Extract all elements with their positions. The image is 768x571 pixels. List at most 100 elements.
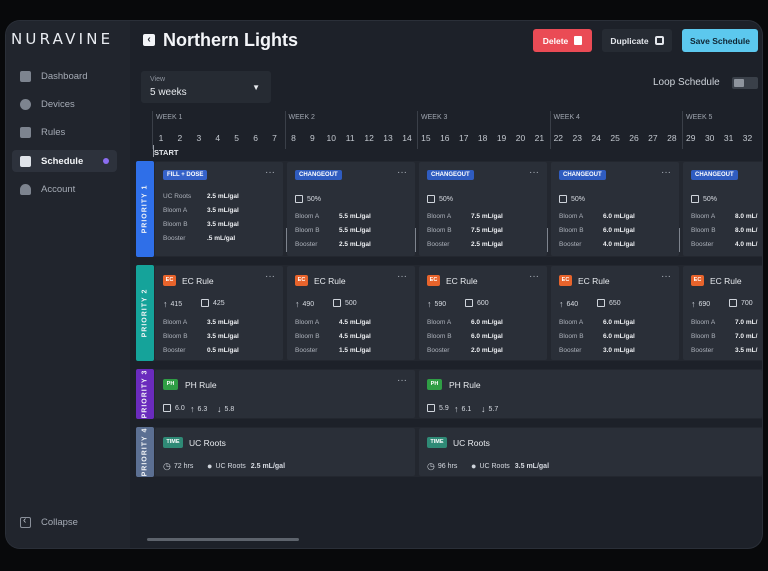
ph-ctr-value: 5.9 — [439, 404, 449, 412]
nutrient-name: Bloom B — [295, 333, 320, 340]
changeout-card[interactable]: CHANGEOUT ··· 50% Bloom A 7.5 mL/gal Bloom B 7… — [419, 162, 548, 256]
arrow-down-icon: ↓ — [217, 404, 222, 414]
more-options-icon[interactable]: ··· — [397, 375, 407, 386]
delete-button[interactable]: Delete — [533, 29, 592, 52]
ec-chip: EC — [427, 275, 440, 286]
brand-logo: NURAVINE — [11, 30, 114, 48]
ec-rule-card[interactable]: EC EC Rule ··· ↑ 640 650 Bloom A 6.0 mL/gal Bloo… — [551, 266, 679, 360]
more-options-icon[interactable]: ··· — [397, 271, 407, 282]
target-icon — [465, 299, 473, 307]
fill-dose-card[interactable]: FILL + DOSE ··· UC Roots 2.5 mL/gal Bloom A 3… — [155, 162, 287, 256]
nutrient-name: Bloom B — [559, 227, 584, 234]
priority-label: PRIORITY 4 — [141, 427, 149, 477]
nutrient-name: Bloom A — [427, 213, 452, 220]
week-divider — [682, 111, 683, 149]
day-number: 28 — [667, 133, 677, 143]
priority-label: PRIORITY 2 — [141, 288, 149, 338]
more-options-icon[interactable]: ··· — [661, 167, 671, 178]
view-select[interactable]: View 5 weeks ▼ — [141, 71, 271, 103]
target-icon — [201, 299, 209, 307]
drop-icon: ● — [207, 461, 213, 471]
ec-rule-card[interactable]: EC EC Rule ··· ↑ 590 600 Bloom A 6.0 mL/gal Bloo… — [419, 266, 547, 360]
week-divider — [417, 111, 418, 149]
day-number: 22 — [553, 133, 564, 143]
percent-value: 50% — [703, 195, 718, 203]
trash-icon — [574, 36, 583, 45]
time-chip: TIME — [427, 437, 447, 448]
nutrient-dose: 8.0 mL/ — [735, 213, 758, 220]
nutrient-name: Bloom B — [691, 333, 716, 340]
horizontal-scrollbar[interactable] — [147, 538, 299, 541]
drain-icon — [691, 195, 699, 203]
sidebar-item-schedule[interactable]: Schedule — [12, 150, 117, 172]
nutrient-dose: 6.0 mL/gal — [603, 319, 635, 326]
rule-name: PH Rule — [185, 380, 217, 390]
drain-icon — [427, 195, 435, 203]
sidebar-item-label: Dashboard — [41, 70, 88, 82]
percent-value: 50% — [571, 195, 586, 203]
ph-down: ↓ 5.7 — [481, 404, 498, 414]
day-number: 18 — [477, 133, 488, 143]
duration-marker — [547, 228, 548, 252]
more-options-icon[interactable]: ··· — [529, 271, 539, 282]
nutrient-name: Booster — [163, 235, 186, 242]
sidebar-item-label: Schedule — [41, 155, 84, 167]
day-number: 29 — [686, 133, 696, 143]
ec-target-value: 500 — [345, 299, 357, 307]
nutrient-name: Bloom B — [163, 333, 188, 340]
nutrient-dose: 4.0 mL/gal — [603, 241, 635, 248]
more-options-icon[interactable]: ··· — [265, 271, 275, 282]
changeout-card[interactable]: CHANGEOUT···50%Bloom A8.0 mL/Bloom B8.0 … — [683, 162, 762, 256]
ph-up: ↑ 6.1 — [454, 404, 471, 414]
toggle-knob — [734, 79, 744, 87]
ec-rule-card[interactable]: EC EC Rule ··· ↑ 415 425 Bloom A 3.5 mL/gal Bloo… — [155, 266, 283, 360]
ec-rule-card[interactable]: EC EC Rule ··· ↑ 490 500 Bloom A 4.5 mL/gal Bloo… — [287, 266, 415, 360]
devices-icon — [20, 98, 31, 110]
clock-icon: ◷ — [427, 461, 435, 471]
nutrient-dose: 6.0 mL/gal — [603, 227, 635, 234]
ph-up-value: 6.1 — [461, 405, 472, 413]
ec-target: 425 — [201, 299, 225, 307]
collapse-button[interactable]: Collapse — [12, 513, 102, 531]
duplicate-button[interactable]: Duplicate — [602, 29, 672, 52]
dose-nutrient: UC Roots — [215, 462, 246, 470]
rule-name: EC Rule — [446, 276, 478, 286]
event-tag: CHANGEOUT — [559, 170, 606, 180]
changeout-card[interactable]: CHANGEOUT ··· 50% Bloom A 6.0 mL/gal Bloom B 6… — [551, 162, 680, 256]
sidebar-item-account[interactable]: Account — [12, 178, 117, 200]
target-icon — [163, 404, 171, 412]
nutrient-dose: 8.0 mL/ — [735, 227, 758, 234]
ec-upper: ↑ 590 — [427, 299, 446, 309]
sidebar-item-devices[interactable]: Devices — [12, 93, 117, 115]
sidebar-item-rules[interactable]: Rules — [12, 121, 117, 143]
dashboard-icon — [20, 70, 31, 82]
changeout-percent: 50% — [295, 195, 321, 203]
more-options-icon[interactable]: ··· — [529, 167, 539, 178]
ph-rule-card[interactable]: PH PH Rule ··· 6.0 ↑ 6.3 ↓ 5.8 — [155, 370, 415, 418]
day-number: 4 — [215, 133, 221, 143]
week-label: WEEK 3 — [421, 114, 448, 121]
back-button[interactable]: ‹ — [143, 34, 155, 46]
nutrient-name: Bloom A — [427, 319, 452, 326]
priority-4-band: PRIORITY 4 — [136, 427, 154, 477]
rule-name: EC Rule — [710, 276, 742, 286]
sidebar-item-label: Account — [41, 183, 76, 195]
more-options-icon[interactable]: ··· — [265, 167, 275, 178]
nutrient-dose: 6.0 mL/gal — [471, 319, 503, 326]
sidebar-item-dashboard[interactable]: Dashboard — [12, 65, 117, 87]
day-number: 30 — [704, 133, 715, 143]
day-number: 13 — [383, 133, 393, 143]
time-rule-card[interactable]: TIME UC Roots ◷ 96 hrs ● UC Roots 3.5 mL/gal — [419, 428, 762, 476]
week-divider — [549, 111, 551, 149]
time-rule-card[interactable]: TIME UC Roots ◷ 72 hrs ● UC Roots 2.5 mL/gal — [155, 428, 415, 476]
day-number: 21 — [534, 133, 545, 143]
loop-schedule-toggle[interactable] — [732, 77, 758, 89]
more-options-icon[interactable]: ··· — [661, 271, 671, 282]
more-options-icon[interactable]: ··· — [397, 167, 407, 178]
save-schedule-button[interactable]: Save Schedule — [682, 29, 758, 52]
ph-ctr: 6.0 — [163, 404, 185, 412]
changeout-card[interactable]: CHANGEOUT ··· 50% Bloom A 5.5 mL/gal Bloom B 5… — [287, 162, 416, 256]
nutrient-dose: 1.5 mL/gal — [339, 347, 371, 354]
